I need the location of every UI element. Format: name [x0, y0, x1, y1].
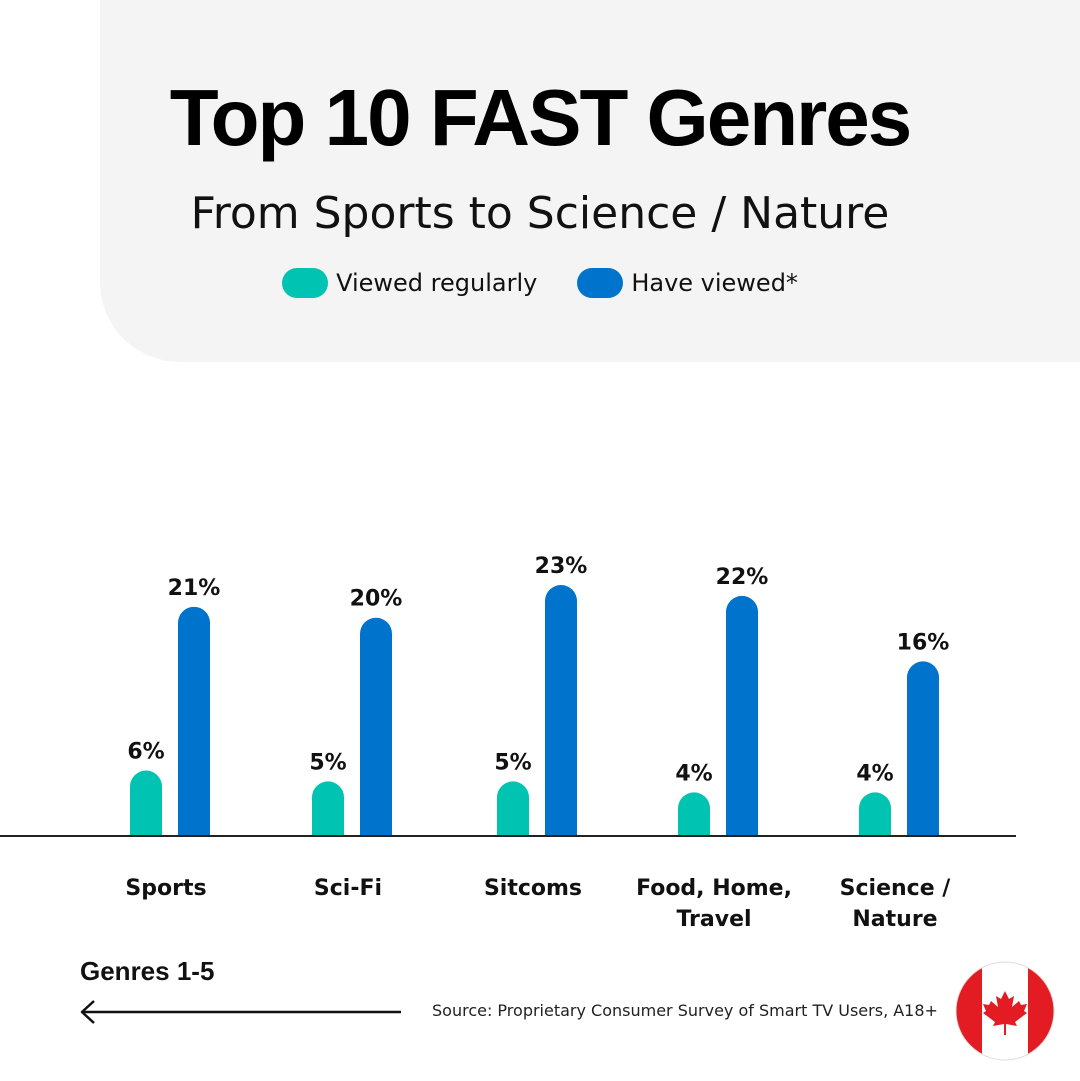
- bar-have-viewed: [360, 617, 392, 836]
- category-label: Science /: [840, 876, 952, 901]
- bar-have-viewed: [907, 661, 939, 836]
- bar-viewed-regularly: [312, 781, 344, 836]
- legend-label: Have viewed*: [631, 269, 798, 297]
- data-label: 21%: [168, 576, 221, 601]
- data-label: 23%: [535, 554, 588, 579]
- source-note: Source: Proprietary Consumer Survey of S…: [432, 1001, 938, 1020]
- data-label: 22%: [716, 565, 769, 590]
- data-label: 5%: [309, 750, 346, 775]
- bar-have-viewed: [178, 606, 210, 836]
- header-panel: [100, 0, 1080, 362]
- legend-item-viewed-regularly: Viewed regularly: [282, 268, 537, 298]
- canada-flag-icon: [955, 961, 1055, 1061]
- data-label: 4%: [675, 761, 712, 786]
- legend-swatch-teal: [282, 268, 329, 298]
- bar-have-viewed: [545, 585, 577, 836]
- category-label: Food, Home,: [636, 876, 792, 901]
- bar-have-viewed: [726, 595, 758, 836]
- bar-viewed-regularly: [130, 770, 162, 836]
- data-label: 16%: [897, 630, 950, 655]
- data-label: 5%: [494, 750, 531, 775]
- legend-label: Viewed regularly: [336, 269, 538, 297]
- legend-item-have-viewed: Have viewed*: [577, 268, 798, 298]
- data-label: 20%: [350, 587, 403, 612]
- category-label: Sci-Fi: [314, 876, 382, 901]
- chart-title: Top 10 FAST Genres: [169, 73, 912, 162]
- left-arrow-icon: [80, 1000, 401, 1024]
- legend: Viewed regularly Have viewed*: [100, 266, 980, 300]
- data-label: 4%: [856, 761, 893, 786]
- legend-swatch-blue: [577, 268, 624, 298]
- bar-viewed-regularly: [678, 792, 710, 836]
- bar-viewed-regularly: [859, 792, 891, 836]
- genres-range-label: Genres 1-5: [80, 956, 215, 986]
- category-label: Nature: [852, 907, 937, 932]
- bar-chart: 6% 21% Sports 5% 20% Sci-Fi 5% 23% Sitcoms 4% 22% F…: [0, 554, 1016, 932]
- category-label: Sitcoms: [484, 876, 582, 901]
- chart-subtitle: From Sports to Science / Nature: [190, 188, 890, 239]
- category-label: Sports: [125, 876, 206, 901]
- data-label: 6%: [127, 740, 164, 765]
- category-label: Travel: [676, 907, 751, 932]
- bar-viewed-regularly: [497, 781, 529, 836]
